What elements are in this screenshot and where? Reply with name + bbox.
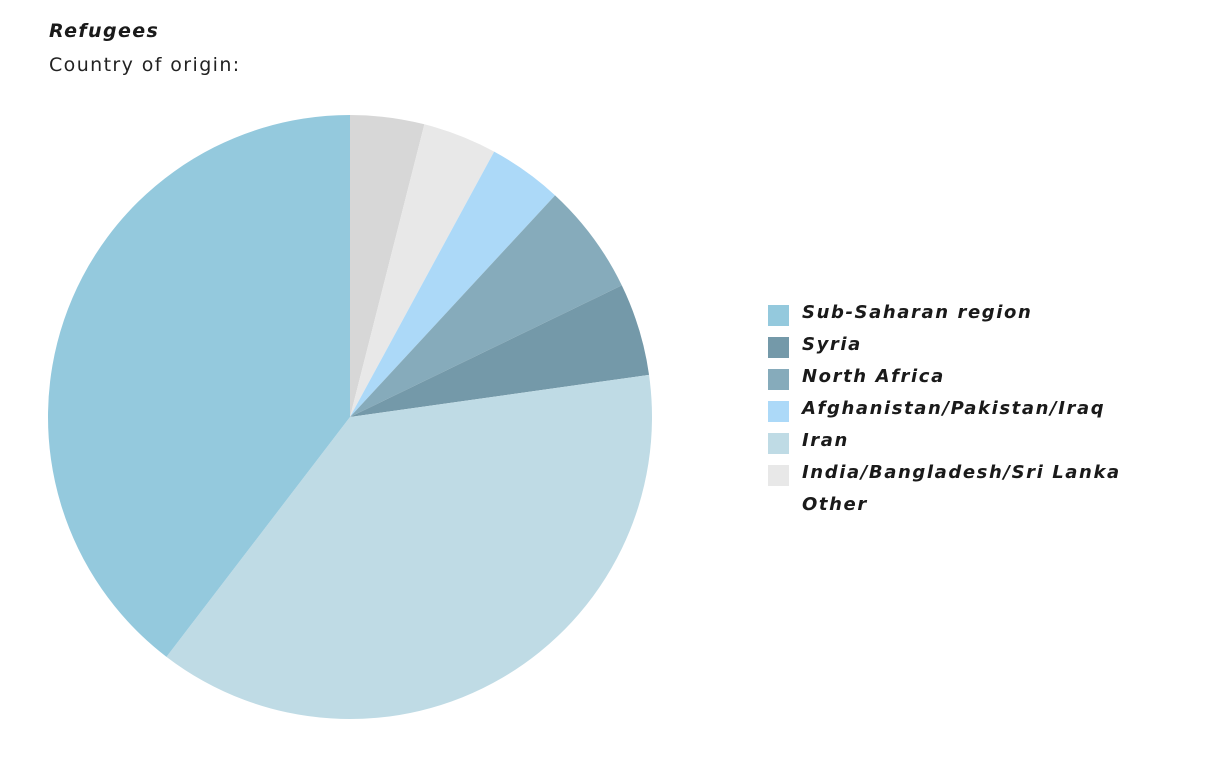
pie-slice-syria	[350, 285, 650, 417]
pie-chart	[48, 115, 652, 719]
legend-label: Other	[802, 494, 868, 515]
legend-swatch	[768, 465, 789, 486]
legend-swatch	[768, 337, 789, 358]
pie-slice-north-africa	[350, 195, 622, 417]
chart-subtitle: Country of origin:	[49, 54, 241, 76]
pie-slice-sub-saharan-region	[48, 115, 350, 657]
legend-label: Afghanistan/Pakistan/Iraq	[802, 398, 1106, 419]
legend-swatch	[768, 305, 789, 326]
chart-title: Refugees	[49, 20, 160, 42]
pie-slice-other	[350, 115, 425, 417]
pie-slice-india-bangladesh-sri-lanka	[350, 124, 495, 417]
pie-slice-iran	[166, 374, 652, 719]
legend-label: Iran	[802, 430, 849, 451]
legend-label: Syria	[802, 334, 862, 355]
legend-label: Sub-Saharan region	[802, 302, 1033, 323]
legend-swatch	[768, 433, 789, 454]
legend-label: North Africa	[802, 366, 945, 387]
legend-swatch	[768, 369, 789, 390]
legend-label: India/Bangladesh/Sri Lanka	[802, 462, 1121, 483]
legend-swatch	[768, 401, 789, 422]
pie-slice-afghanistan-pakistan-iraq	[350, 151, 556, 418]
legend-swatch	[768, 497, 789, 518]
